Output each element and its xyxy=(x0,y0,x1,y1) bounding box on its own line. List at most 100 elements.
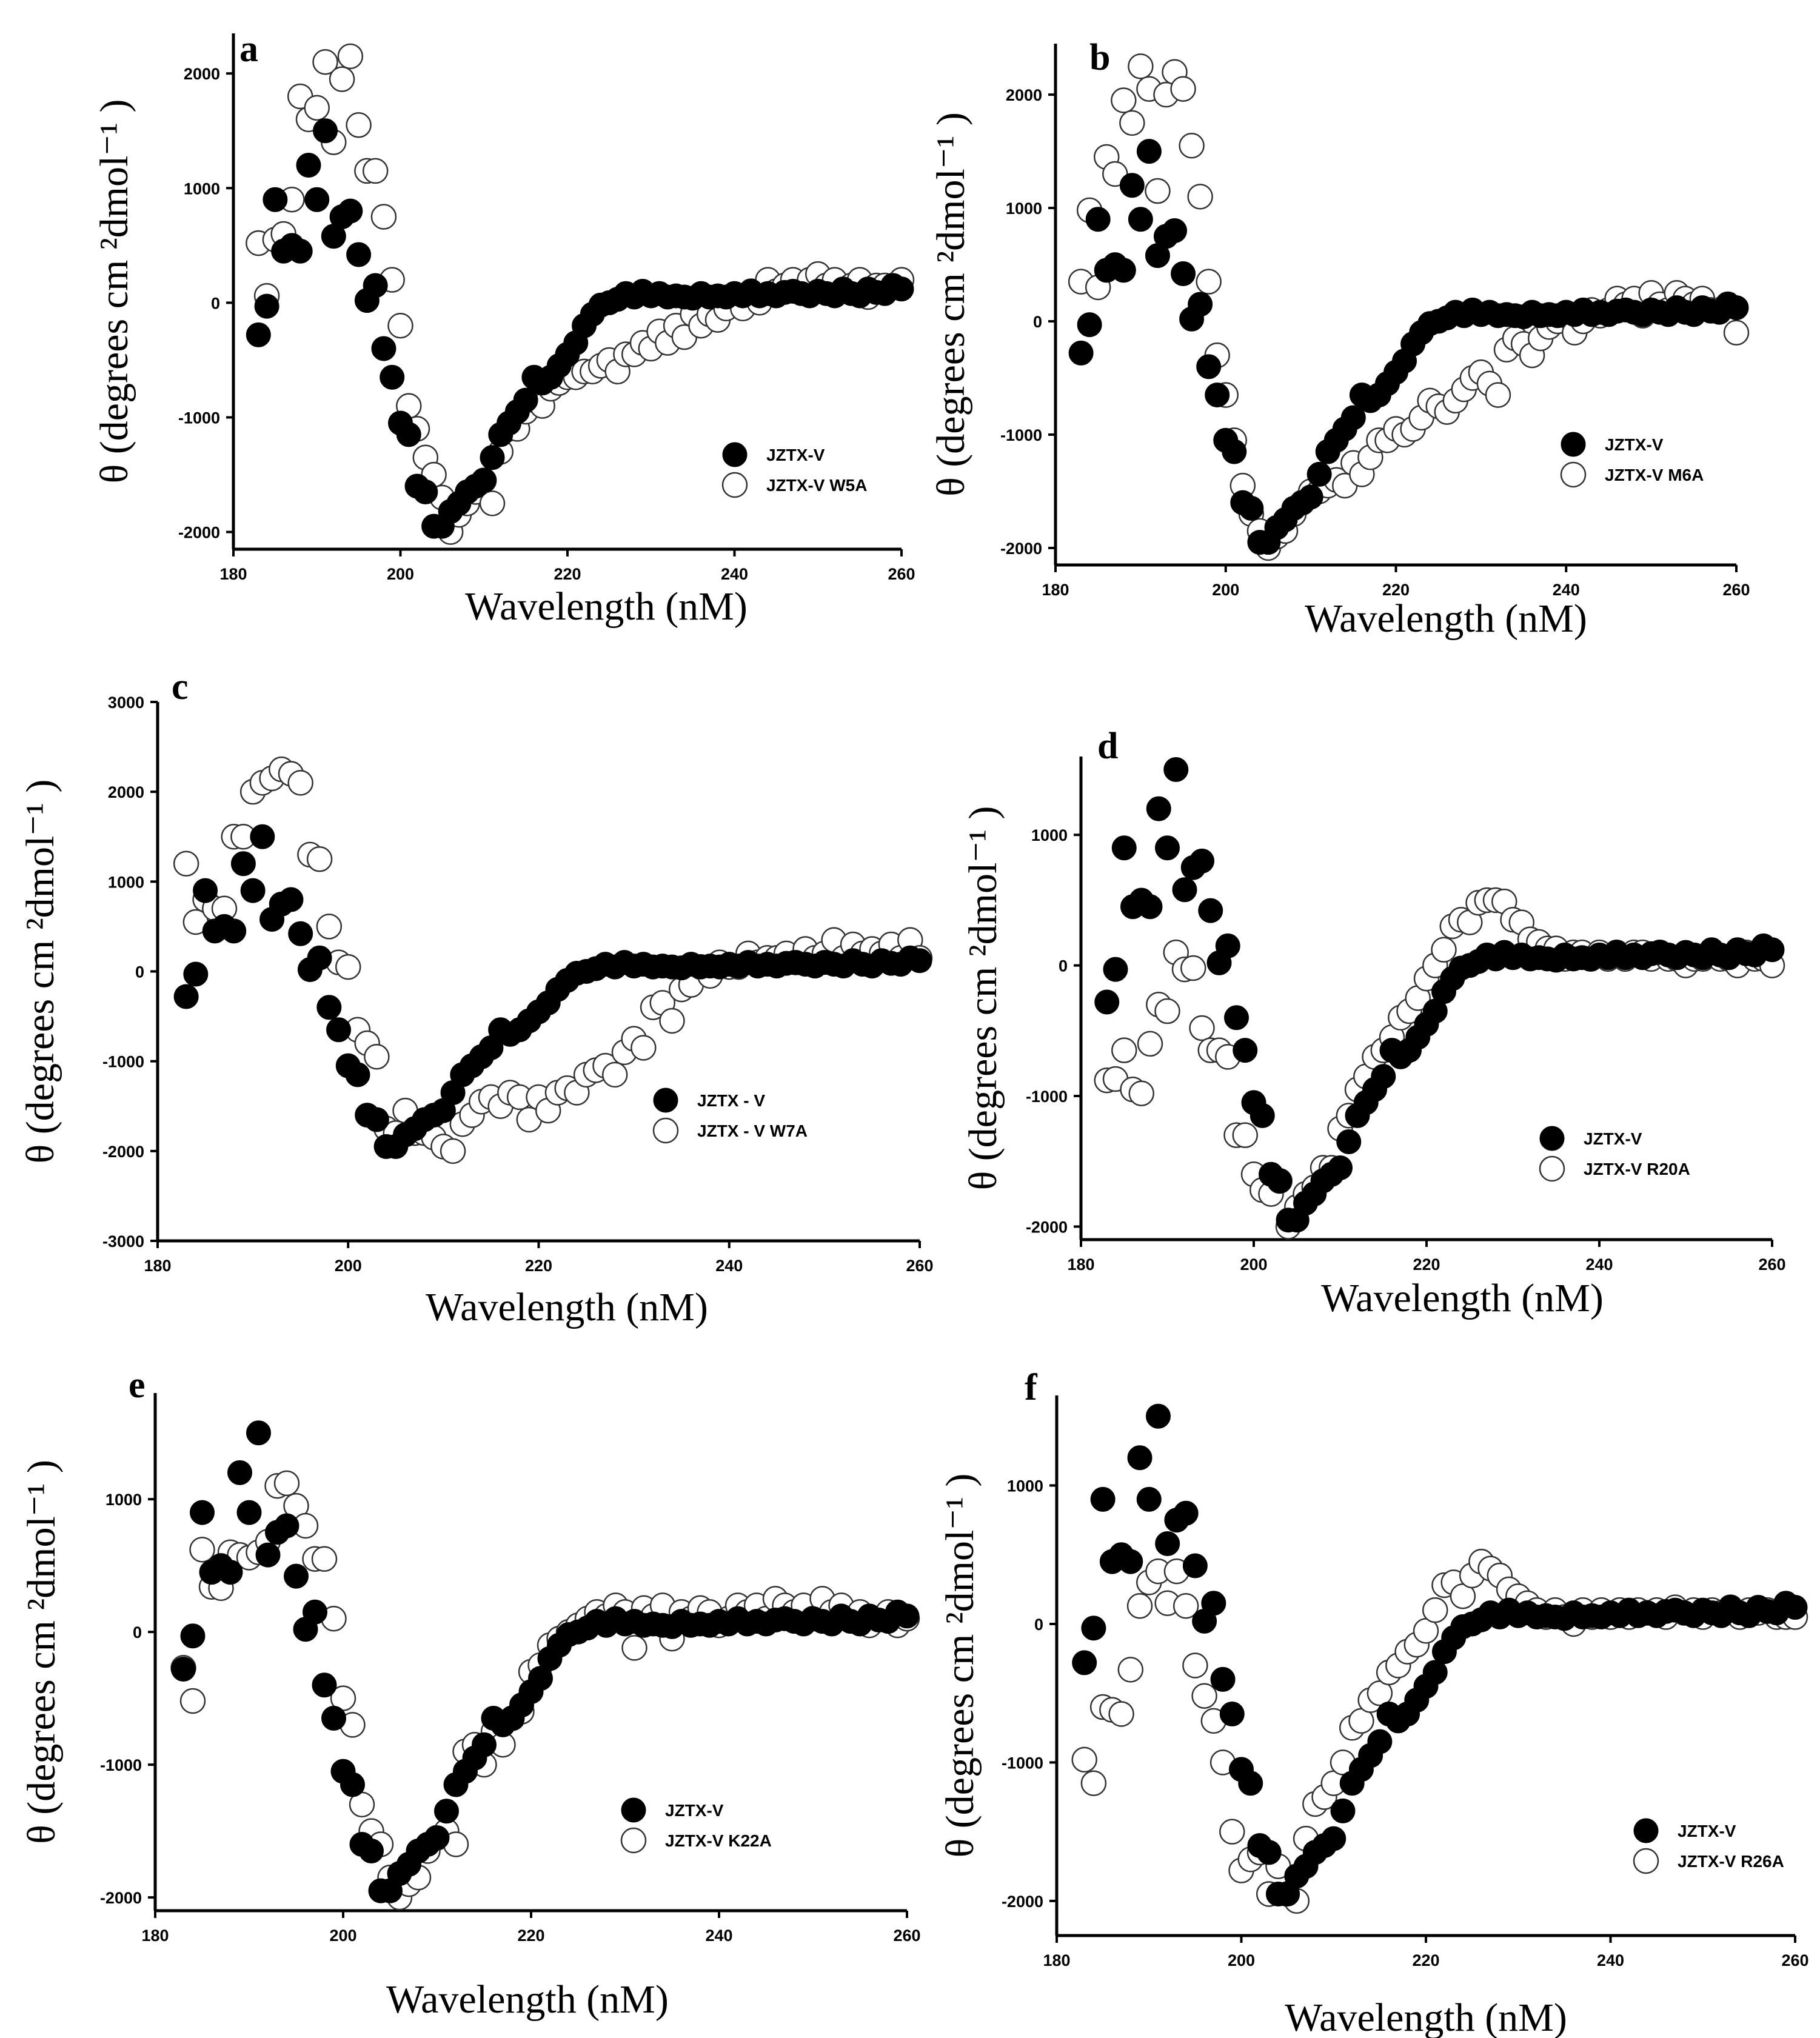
y-tick-label: -1000 xyxy=(1002,1754,1043,1772)
data-point-open xyxy=(1119,110,1145,136)
data-point-filled xyxy=(434,1799,459,1824)
legend-marker xyxy=(1560,461,1587,488)
y-tick-label: -1000 xyxy=(102,1053,144,1071)
data-point-open xyxy=(370,204,397,230)
data-point-filled xyxy=(1173,1500,1199,1526)
data-point-filled xyxy=(907,948,932,974)
legend-label: JZTX-V M6A xyxy=(1605,466,1704,484)
data-point-filled xyxy=(1422,1660,1448,1685)
x-tick-label: 180 xyxy=(219,565,247,583)
legend: JZTX-V JZTX-V K22A xyxy=(620,1797,772,1854)
x-tick-label: 220 xyxy=(525,1257,552,1275)
legend-marker xyxy=(1633,1848,1659,1874)
data-point-filled xyxy=(1137,894,1163,920)
data-point-filled xyxy=(1072,1650,1097,1676)
data-point-filled xyxy=(250,824,275,849)
x-tick-label: 240 xyxy=(705,1926,732,1945)
y-axis-title: θ (degrees cm ²dmol⁻¹ ) xyxy=(938,1474,982,1858)
legend: JZTX-V JZTX-V R20A xyxy=(1539,1126,1690,1182)
data-point-filled xyxy=(1224,1005,1249,1031)
x-tick-label: 260 xyxy=(1758,1255,1785,1274)
data-point-open xyxy=(337,43,364,70)
data-point-open xyxy=(1196,269,1222,295)
data-point-filled xyxy=(246,322,271,347)
data-point-filled xyxy=(171,1656,196,1682)
data-point-filled xyxy=(1321,1826,1347,1851)
data-point-filled xyxy=(1210,1666,1236,1692)
x-axis-title: Wavelength (nM) xyxy=(1321,1276,1604,1320)
data-point-open xyxy=(316,914,343,940)
x-tick-label: 240 xyxy=(1553,581,1580,599)
legend: JZTX - V JZTX - V W7A xyxy=(652,1087,808,1144)
y-tick-label: 1000 xyxy=(1006,199,1042,218)
data-point-filled xyxy=(227,1460,252,1485)
data-point-filled xyxy=(889,276,914,302)
x-tick-label: 240 xyxy=(721,565,748,583)
data-point-filled xyxy=(278,887,304,912)
legend-label: JZTX-V xyxy=(1678,1822,1736,1840)
data-point-filled xyxy=(1188,292,1213,317)
data-point-filled xyxy=(173,984,199,1009)
data-point-open xyxy=(1117,1657,1144,1683)
series-filled xyxy=(1094,757,1785,1233)
data-point-filled xyxy=(1306,461,1332,487)
x-tick-label: 240 xyxy=(1585,1255,1613,1274)
y-tick-label: -1000 xyxy=(100,1756,142,1774)
data-point-filled xyxy=(340,1772,365,1797)
x-tick-label: 240 xyxy=(715,1257,743,1275)
data-point-open xyxy=(621,1635,647,1661)
data-point-filled xyxy=(1205,383,1230,408)
legend-marker xyxy=(620,1827,647,1854)
data-point-open xyxy=(659,1007,685,1034)
data-point-filled xyxy=(1298,484,1323,510)
data-point-filled xyxy=(1145,1403,1171,1429)
data-point-filled xyxy=(1118,1549,1143,1574)
data-point-open xyxy=(1111,1037,1137,1063)
x-tick-label: 220 xyxy=(1382,581,1410,599)
data-point-filled xyxy=(1172,877,1197,903)
data-point-filled xyxy=(1136,1486,1162,1512)
y-tick-label: -1000 xyxy=(1026,1087,1068,1106)
x-axis-title: Wavelength (nM) xyxy=(465,584,748,629)
data-point-open xyxy=(312,49,338,75)
y-tick-label: -2000 xyxy=(1026,1218,1068,1236)
data-point-filled xyxy=(1163,757,1189,783)
data-point-open xyxy=(440,1138,466,1164)
data-point-filled xyxy=(380,364,405,390)
data-point-filled xyxy=(1724,295,1749,321)
data-point-open xyxy=(1071,1746,1097,1773)
data-point-open xyxy=(306,846,333,872)
legend-marker xyxy=(721,472,748,498)
y-tick-label: -2000 xyxy=(1002,1893,1043,1911)
data-point-open xyxy=(1723,319,1750,346)
y-tick-label: 0 xyxy=(1059,957,1068,975)
data-point-open xyxy=(1128,1080,1154,1106)
series-filled xyxy=(1072,1403,1808,1906)
data-point-open xyxy=(304,95,330,121)
x-tick-label: 220 xyxy=(554,565,581,583)
data-point-filled xyxy=(1198,898,1223,923)
data-point-filled xyxy=(1068,340,1094,366)
data-point-filled xyxy=(312,1672,337,1698)
data-point-filled xyxy=(296,152,321,178)
legend-marker xyxy=(1539,1126,1565,1151)
data-point-filled xyxy=(321,1705,346,1731)
y-tick-label: 2000 xyxy=(108,783,144,801)
data-point-open xyxy=(311,1546,338,1572)
data-point-open xyxy=(1232,1122,1258,1148)
y-axis-title: θ (degrees cm ²dmol⁻¹ ) xyxy=(92,99,136,484)
legend-marker xyxy=(1539,1155,1565,1182)
y-axis-title: θ (degrees cm ²dmol⁻¹ ) xyxy=(19,1460,64,1844)
y-tick-label: 0 xyxy=(1034,1615,1043,1634)
x-tick-label: 220 xyxy=(517,1926,544,1945)
data-point-filled xyxy=(1094,989,1120,1015)
data-point-open xyxy=(1111,87,1137,113)
data-point-open xyxy=(1182,1652,1208,1679)
data-point-filled xyxy=(284,1563,309,1589)
y-tick-label: 0 xyxy=(1033,313,1042,331)
data-point-filled xyxy=(1201,1591,1226,1616)
data-point-filled xyxy=(303,1599,327,1625)
x-tick-label: 200 xyxy=(1240,1255,1267,1274)
data-point-filled xyxy=(396,422,421,447)
x-tick-label: 260 xyxy=(893,1926,920,1945)
